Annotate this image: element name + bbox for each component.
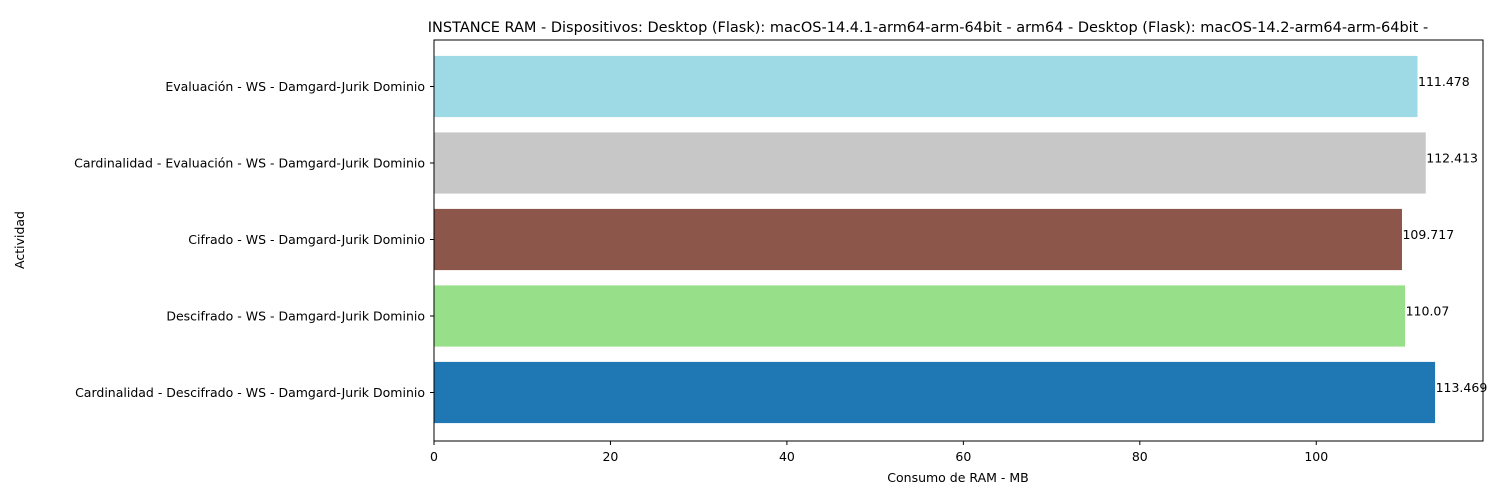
- y-tick-label: Cardinalidad - Descifrado - WS - Damgard…: [75, 385, 425, 400]
- bar-value-label: 112.413: [1426, 151, 1478, 166]
- y-axis-label: Actividad: [12, 211, 27, 269]
- bar: [434, 208, 1402, 271]
- x-tick-label: 20: [602, 449, 618, 464]
- y-tick-label: Cardinalidad - Evaluación - WS - Damgard…: [74, 156, 425, 171]
- bar: [434, 285, 1406, 347]
- x-axis-label: Consumo de RAM - MB: [887, 470, 1028, 485]
- value-labels: 111.478 112.413 109.717 110.07 113.469: [1402, 74, 1487, 395]
- x-axis-ticks: 0 20 40 60 80 100: [430, 441, 1328, 464]
- x-tick-label: 100: [1304, 449, 1328, 464]
- x-tick-label: 80: [1132, 449, 1148, 464]
- y-tick-label: Cifrado - WS - Damgard-Jurik Dominio: [188, 232, 425, 247]
- bar-value-label: 111.478: [1418, 74, 1470, 89]
- bar-value-label: 110.07: [1406, 304, 1450, 319]
- y-tick-label: Descifrado - WS - Damgard-Jurik Dominio: [166, 309, 425, 324]
- bar: [434, 361, 1436, 424]
- bar-value-label: 113.469: [1436, 380, 1488, 395]
- bar: [434, 132, 1426, 194]
- bars: [434, 55, 1436, 424]
- x-tick-label: 40: [779, 449, 795, 464]
- y-axis-ticks: Evaluación - WS - Damgard-Jurik Dominio C…: [74, 79, 434, 400]
- x-tick-label: 60: [955, 449, 971, 464]
- chart-title: INSTANCE RAM - Dispositivos: Desktop (Fl…: [428, 20, 1428, 36]
- bar-value-label: 109.717: [1402, 227, 1454, 242]
- bar: [434, 55, 1418, 118]
- y-tick-label: Evaluación - WS - Damgard-Jurik Dominio: [165, 79, 425, 94]
- x-tick-label: 0: [430, 449, 438, 464]
- plot-area-frame: [433, 39, 1484, 442]
